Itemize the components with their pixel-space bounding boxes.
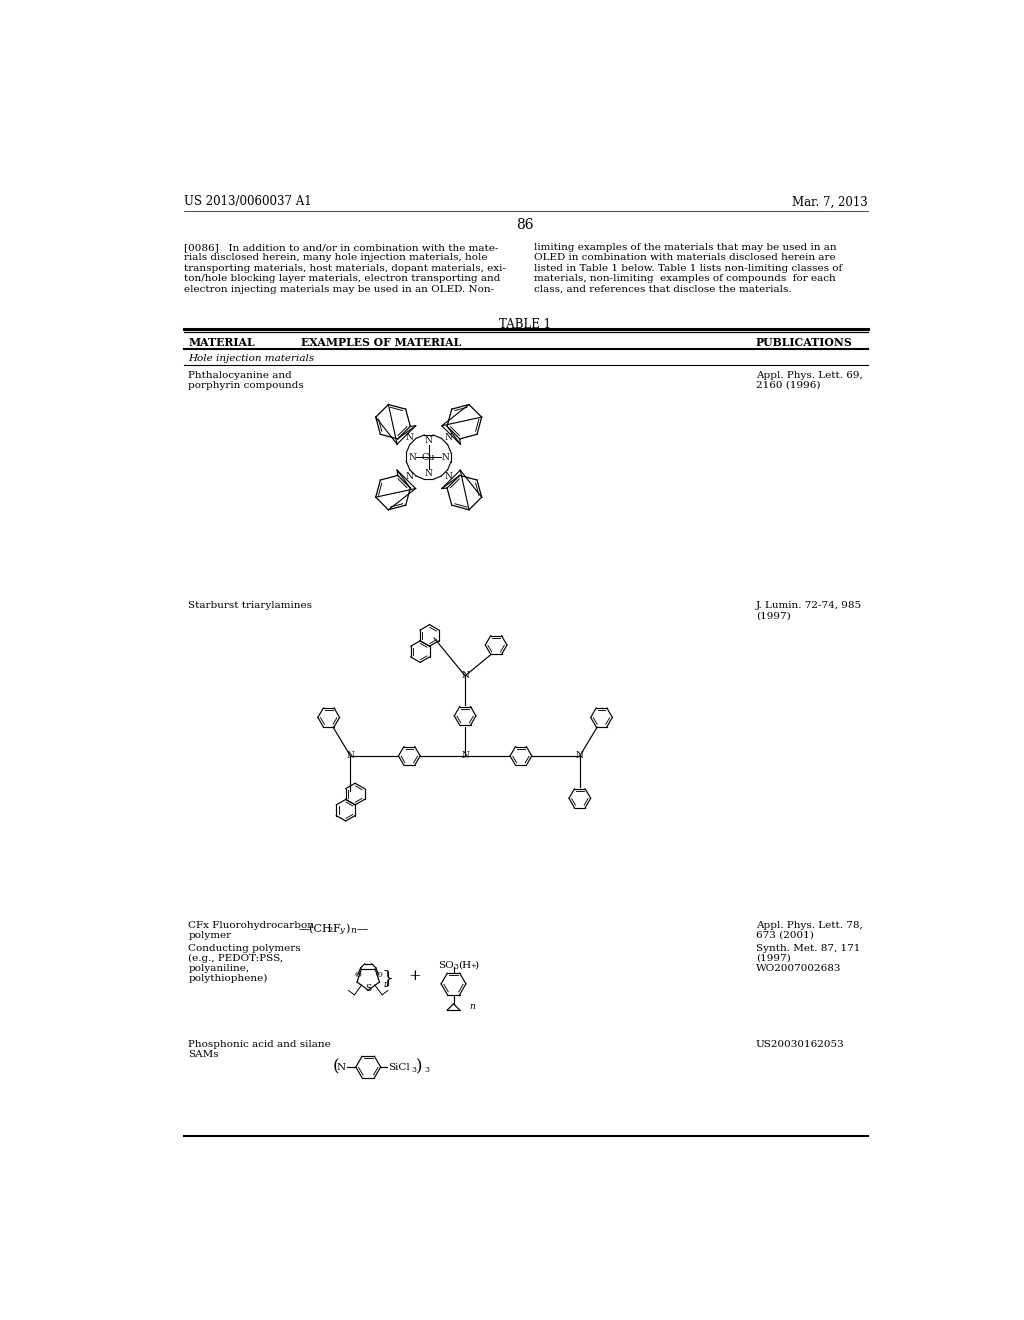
Text: 86: 86 (516, 218, 534, 232)
Text: limiting examples of the materials that may be used in an: limiting examples of the materials that … (535, 243, 837, 252)
Text: polymer: polymer (188, 931, 231, 940)
Text: rials disclosed herein, many hole injection materials, hole: rials disclosed herein, many hole inject… (183, 253, 487, 263)
Text: N: N (425, 469, 432, 478)
Text: N: N (575, 751, 584, 760)
Text: N: N (461, 672, 469, 680)
Text: Appl. Phys. Lett. 69,: Appl. Phys. Lett. 69, (756, 371, 862, 380)
Text: S: S (366, 983, 372, 993)
Text: (H: (H (458, 961, 471, 970)
Text: +: + (471, 962, 476, 970)
Text: ): ) (417, 1059, 423, 1076)
Text: y: y (340, 927, 344, 935)
Text: WO2007002683: WO2007002683 (756, 964, 842, 973)
Text: n: n (469, 1002, 475, 1011)
Text: +: + (409, 969, 421, 983)
Text: 3: 3 (412, 1067, 417, 1074)
Text: n: n (350, 927, 356, 935)
Text: US20030162053: US20030162053 (756, 1040, 845, 1049)
Text: Hole injection materials: Hole injection materials (188, 354, 314, 363)
Text: N: N (425, 437, 432, 445)
Text: (1997): (1997) (756, 611, 791, 620)
Text: polythiophene): polythiophene) (188, 974, 268, 983)
Text: O: O (354, 972, 361, 979)
Text: (: ( (333, 1059, 339, 1076)
Text: N: N (461, 751, 469, 760)
Text: N: N (409, 453, 417, 462)
Text: transporting materials, host materials, dopant materials, exi-: transporting materials, host materials, … (183, 264, 506, 273)
Text: SiCl: SiCl (388, 1064, 411, 1072)
Text: electron injecting materials may be used in an OLED. Non-: electron injecting materials may be used… (183, 285, 494, 293)
Text: class, and references that disclose the materials.: class, and references that disclose the … (535, 285, 792, 293)
Text: SAMs: SAMs (188, 1051, 219, 1059)
Text: n: n (384, 981, 389, 989)
Text: listed in Table 1 below. Table 1 lists non-limiting classes of: listed in Table 1 below. Table 1 lists n… (535, 264, 843, 273)
Text: O: O (376, 972, 382, 979)
Text: Appl. Phys. Lett. 78,: Appl. Phys. Lett. 78, (756, 921, 862, 929)
Text: Phosphonic acid and silane: Phosphonic acid and silane (188, 1040, 331, 1049)
Text: polyaniline,: polyaniline, (188, 964, 250, 973)
Text: US 2013/0060037 A1: US 2013/0060037 A1 (183, 195, 311, 209)
Text: SO: SO (438, 961, 454, 970)
Text: 3: 3 (454, 964, 459, 972)
Text: N: N (441, 453, 449, 462)
Text: Conducting polymers: Conducting polymers (188, 944, 301, 953)
Text: F: F (333, 924, 340, 933)
Text: MATERIAL: MATERIAL (188, 337, 255, 348)
Text: CFx Fluorohydrocarbon: CFx Fluorohydrocarbon (188, 921, 314, 929)
Text: N: N (346, 751, 354, 760)
Text: Mar. 7, 2013: Mar. 7, 2013 (793, 195, 868, 209)
Text: ton/hole blocking layer materials, electron transporting and: ton/hole blocking layer materials, elect… (183, 275, 500, 284)
Text: ): ) (474, 961, 478, 970)
Text: materials, non-limiting  examples of compounds  for each: materials, non-limiting examples of comp… (535, 275, 836, 284)
Text: PUBLICATIONS: PUBLICATIONS (756, 337, 853, 348)
Text: 2: 2 (328, 927, 333, 935)
Text: 2160 (1996): 2160 (1996) (756, 381, 820, 389)
Text: N: N (406, 433, 413, 442)
Text: J. Lumin. 72-74, 985: J. Lumin. 72-74, 985 (756, 601, 862, 610)
Text: Cu: Cu (422, 453, 435, 462)
Text: —(CH: —(CH (299, 924, 332, 935)
Text: N: N (444, 473, 453, 480)
Text: [0086]   In addition to and/or in combination with the mate-: [0086] In addition to and/or in combinat… (183, 243, 498, 252)
Text: porphyrin compounds: porphyrin compounds (188, 381, 304, 389)
Text: —: — (356, 924, 368, 933)
Text: 3: 3 (424, 1067, 429, 1074)
Text: EXAMPLES OF MATERIAL: EXAMPLES OF MATERIAL (301, 337, 461, 348)
Text: (e.g., PEDOT:PSS,: (e.g., PEDOT:PSS, (188, 954, 284, 962)
Text: }: } (381, 969, 393, 987)
Text: ): ) (345, 924, 349, 935)
Text: N: N (406, 473, 413, 480)
Text: N: N (337, 1063, 346, 1072)
Text: Synth. Met. 87, 171: Synth. Met. 87, 171 (756, 944, 860, 953)
Text: TABLE 1: TABLE 1 (499, 318, 551, 331)
Text: (1997): (1997) (756, 954, 791, 962)
Text: 673 (2001): 673 (2001) (756, 931, 814, 940)
Text: Phthalocyanine and: Phthalocyanine and (188, 371, 292, 380)
Text: Starburst triarylamines: Starburst triarylamines (188, 601, 312, 610)
Text: N: N (444, 433, 453, 442)
Text: OLED in combination with materials disclosed herein are: OLED in combination with materials discl… (535, 253, 836, 263)
